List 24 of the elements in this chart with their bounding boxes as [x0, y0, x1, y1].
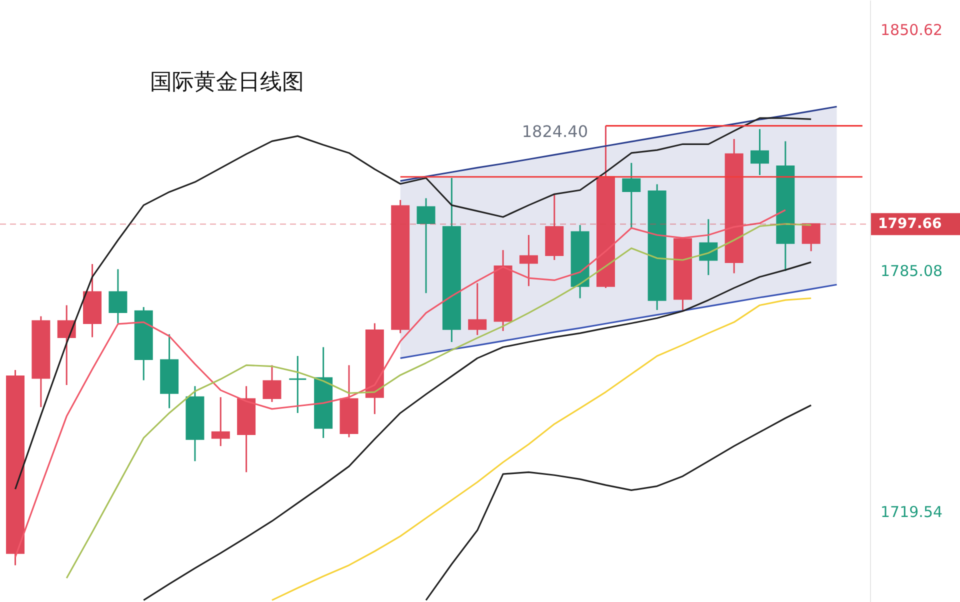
text: 国际黄金日线图: [150, 70, 304, 95]
line-series: [14, 209, 786, 558]
line-series: [14, 117, 812, 490]
line-series: [271, 297, 812, 601]
candlestick: [108, 268, 128, 324]
candlestick: [519, 234, 538, 287]
line-series: [400, 284, 838, 359]
candlestick: [57, 304, 76, 386]
candlestick: [211, 396, 230, 447]
line-series: [400, 106, 838, 182]
y-tick-label: 1719.54: [880, 502, 943, 521]
annotation: 1824.40: [522, 122, 588, 141]
ref-line-label: 1797.66: [878, 216, 942, 232]
candlestick: [468, 282, 487, 336]
y-tick-label: 1850.62: [880, 20, 943, 39]
candlestick: [262, 364, 282, 403]
candlestick: [802, 223, 820, 252]
y-tick-label: 1785.08: [880, 262, 943, 280]
line-series: [142, 261, 812, 601]
candlestick: [288, 355, 307, 414]
candlestick: [622, 162, 641, 229]
candlestick: [750, 128, 769, 176]
candlestick: [416, 197, 436, 294]
line-series: [425, 404, 812, 601]
